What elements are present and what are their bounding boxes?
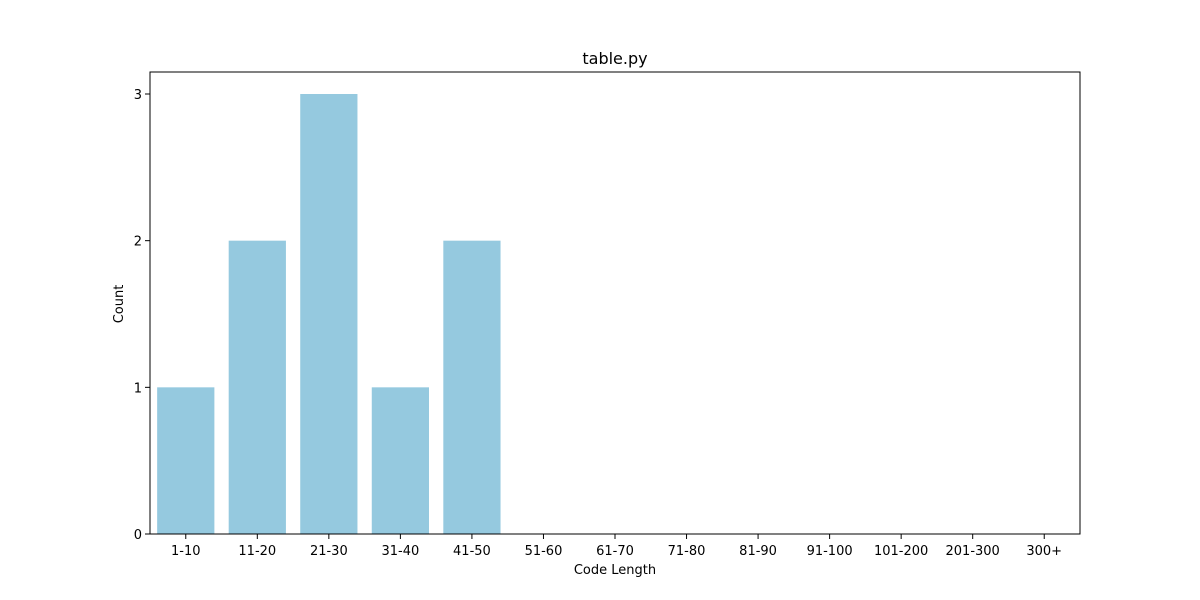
x-tick-label: 1-10 — [171, 544, 201, 559]
chart-title: table.py — [582, 49, 647, 68]
x-tick-label: 81-90 — [739, 544, 777, 559]
y-ticks-layer: 0 1 2 3 — [134, 88, 150, 543]
bar-11-20 — [228, 240, 286, 534]
x-axis-label: Code Length — [574, 563, 656, 578]
x-tick-label: 91-100 — [807, 544, 853, 559]
y-axis-label: Count — [112, 285, 127, 324]
x-tick-label: 31-40 — [381, 544, 419, 559]
bar-1-10 — [157, 387, 215, 534]
bar-21-30 — [300, 94, 358, 534]
x-tick-label: 101-200 — [874, 544, 928, 559]
x-tick-label: 51-60 — [525, 544, 563, 559]
x-tick-label: 21-30 — [310, 544, 348, 559]
bar-41-50 — [443, 240, 501, 534]
bar-31-40 — [371, 387, 429, 534]
x-tick-label: 71-80 — [668, 544, 706, 559]
y-tick-label: 1 — [134, 381, 142, 396]
y-tick-label: 0 — [134, 528, 142, 543]
x-ticks-layer: 1-10 11-20 21-30 31-40 41-50 51-60 61-70 71-80 8… — [171, 534, 1062, 559]
x-tick-label: 300+ — [1026, 544, 1062, 559]
plot-frame — [149, 71, 1081, 535]
x-tick-label: 201-300 — [946, 544, 1000, 559]
x-tick-label: 61-70 — [596, 544, 634, 559]
x-tick-label: 41-50 — [453, 544, 491, 559]
bars-layer — [157, 94, 501, 534]
y-tick-label: 3 — [134, 88, 142, 103]
x-tick-label: 11-20 — [238, 544, 276, 559]
y-tick-label: 2 — [134, 235, 142, 250]
